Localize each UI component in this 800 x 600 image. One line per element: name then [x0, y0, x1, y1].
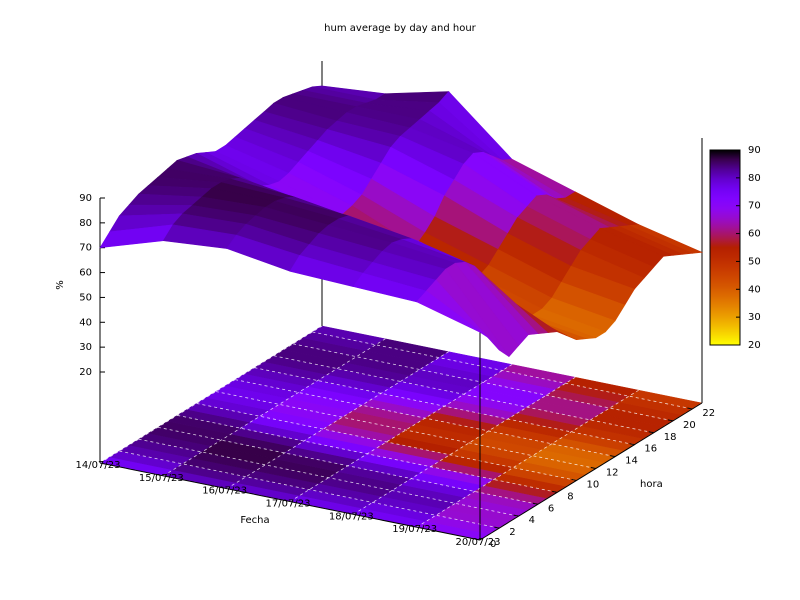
x-tick-label: 17/07/23: [266, 499, 311, 510]
grid-line: [177, 414, 558, 493]
colorbar-tick-label: 50: [748, 256, 761, 267]
y-tick: [610, 455, 616, 458]
z-tick-label: 70: [79, 243, 92, 254]
x-tick-label: 19/07/23: [392, 524, 437, 535]
y-tick-label: 0: [490, 539, 496, 550]
x-axis-label: Fecha: [240, 515, 269, 526]
grid-line: [163, 338, 386, 477]
x-tick-label: 15/07/23: [139, 473, 184, 484]
y-tick-label: 2: [509, 527, 515, 538]
colorbar: [709, 149, 741, 346]
grid-line: [119, 450, 500, 529]
y-tick: [648, 431, 654, 434]
y-tick-label: 4: [529, 515, 535, 526]
y-axis-label: hora: [640, 479, 663, 490]
y-tick-label: 8: [567, 491, 573, 502]
y-tick: [474, 538, 481, 541]
y-tick-label: 12: [606, 468, 619, 479]
z-axis-label: %: [55, 280, 66, 290]
x-tick-label: 20/07/23: [456, 537, 501, 548]
grid-line: [235, 379, 616, 458]
colorbar-tick-label: 80: [748, 173, 761, 184]
y-tick-label: 16: [644, 444, 657, 455]
x-tick-label: 18/07/23: [329, 511, 374, 522]
grid-line: [312, 331, 693, 410]
y-tick: [513, 514, 519, 517]
chart-title: hum average by day and hour: [324, 23, 477, 34]
y-tick: [494, 526, 500, 529]
y-tick-label: 20: [683, 420, 696, 431]
y-tick: [687, 407, 693, 410]
axis-line: [479, 402, 703, 541]
grid-line: [353, 376, 576, 515]
grid-line: [226, 351, 449, 490]
grid-line: [215, 391, 596, 469]
grid-line: [99, 325, 323, 464]
y-tick: [552, 490, 558, 493]
grid-line: [289, 364, 513, 502]
x-tick-label: 14/07/23: [76, 460, 121, 471]
y-tick-label: 14: [625, 456, 638, 467]
z-tick-label: 60: [79, 268, 92, 279]
z-tick-label: 80: [79, 218, 92, 229]
axis-line: [99, 462, 481, 541]
colorbar-tick-label: 30: [748, 312, 761, 323]
y-tick-label: 22: [702, 408, 715, 419]
y-tick: [667, 419, 674, 422]
colorbar-tick-label: 90: [748, 145, 761, 156]
grid-line: [416, 389, 639, 528]
grid-line: [273, 355, 654, 434]
z-tick-label: 40: [79, 317, 92, 328]
grid-line: [292, 343, 674, 422]
surface-patch: [416, 290, 490, 339]
y-tick-label: 18: [664, 432, 677, 443]
grid-line: [196, 403, 577, 481]
colorbar-tick-label: 40: [748, 284, 761, 295]
z-tick-label: 90: [79, 193, 92, 204]
colorbar-tick-label: 20: [748, 340, 761, 351]
z-tick-label: 30: [79, 342, 92, 353]
z-tick-label: 20: [79, 367, 92, 378]
grid-line: [138, 438, 519, 517]
grid-line: [157, 426, 538, 505]
y-tick-label: 10: [587, 479, 600, 490]
y-tick: [571, 478, 577, 481]
z-tick-label: 50: [79, 292, 92, 303]
y-tick: [532, 502, 539, 505]
colorbar-tick-label: 70: [748, 201, 761, 212]
y-tick: [629, 443, 635, 446]
grid-line: [254, 367, 635, 446]
colorbar-tick-label: 60: [748, 229, 761, 240]
y-tick-label: 6: [548, 503, 554, 514]
x-tick-label: 16/07/23: [202, 486, 247, 497]
y-tick: [590, 467, 596, 470]
